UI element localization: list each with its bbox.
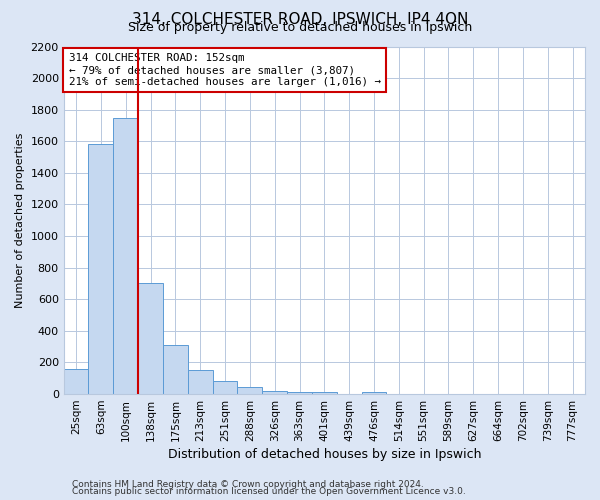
Bar bbox=[312, 392, 337, 394]
Bar bbox=[163, 345, 188, 394]
Bar bbox=[64, 369, 88, 394]
Bar bbox=[138, 284, 163, 394]
Text: Contains public sector information licensed under the Open Government Licence v3: Contains public sector information licen… bbox=[72, 488, 466, 496]
Y-axis label: Number of detached properties: Number of detached properties bbox=[15, 132, 25, 308]
X-axis label: Distribution of detached houses by size in Ipswich: Distribution of detached houses by size … bbox=[167, 448, 481, 461]
Bar bbox=[113, 118, 138, 394]
Bar bbox=[287, 392, 312, 394]
Text: 314, COLCHESTER ROAD, IPSWICH, IP4 4QN: 314, COLCHESTER ROAD, IPSWICH, IP4 4QN bbox=[132, 12, 468, 26]
Bar bbox=[238, 387, 262, 394]
Bar bbox=[212, 382, 238, 394]
Bar bbox=[188, 370, 212, 394]
Bar bbox=[362, 392, 386, 394]
Text: Size of property relative to detached houses in Ipswich: Size of property relative to detached ho… bbox=[128, 22, 472, 35]
Text: Contains HM Land Registry data © Crown copyright and database right 2024.: Contains HM Land Registry data © Crown c… bbox=[72, 480, 424, 489]
Text: 314 COLCHESTER ROAD: 152sqm
← 79% of detached houses are smaller (3,807)
21% of : 314 COLCHESTER ROAD: 152sqm ← 79% of det… bbox=[69, 54, 381, 86]
Bar bbox=[88, 144, 113, 394]
Bar bbox=[262, 391, 287, 394]
